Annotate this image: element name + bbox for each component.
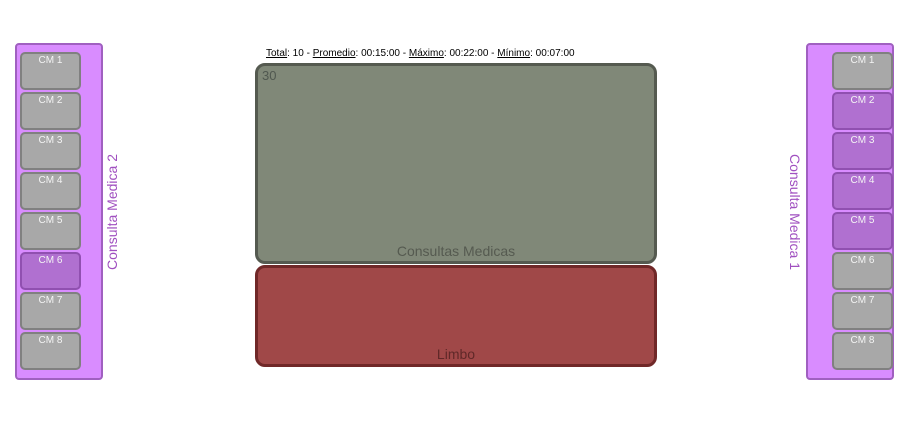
right-panel-slot-2[interactable]: CM 2 — [832, 92, 893, 130]
right-panel: CM 1 CM 2 CM 3 CM 4 CM 5 CM 6 CM 7 CM 8 — [806, 43, 894, 380]
left-panel-slot-7[interactable]: CM 7 — [20, 292, 81, 330]
limbo-title: Limbo — [436, 346, 476, 362]
right-panel-slot-1[interactable]: CM 1 — [832, 52, 893, 90]
right-panel-slot-6[interactable]: CM 6 — [832, 252, 893, 290]
right-panel-slot-8[interactable]: CM 8 — [832, 332, 893, 370]
right-panel-slot-5[interactable]: CM 5 — [832, 212, 893, 250]
left-panel: CM 1 CM 2 CM 3 CM 4 CM 5 CM 6 CM 7 CM 8 — [15, 43, 103, 380]
stats-bar: Total: 10 - Promedio: 00:15:00 - Máximo:… — [266, 48, 575, 59]
left-panel-slot-3[interactable]: CM 3 — [20, 132, 81, 170]
consultas-medicas-box[interactable]: 30 Consultas Medicas — [255, 63, 657, 264]
right-panel-slot-4[interactable]: CM 4 — [832, 172, 893, 210]
left-panel-slot-1[interactable]: CM 1 — [20, 52, 81, 90]
stats-total-value: : 10 - — [287, 48, 313, 59]
consultas-title: Consultas Medicas — [396, 243, 516, 259]
stats-promedio-value: : 00:15:00 - — [355, 48, 409, 59]
left-panel-label: Consulta Medica 2 — [104, 154, 120, 270]
stats-minimo-value: : 00:07:00 — [530, 48, 575, 59]
limbo-box[interactable]: Limbo — [255, 265, 657, 367]
left-panel-slot-2[interactable]: CM 2 — [20, 92, 81, 130]
right-panel-slot-3[interactable]: CM 3 — [832, 132, 893, 170]
consultas-count: 30 — [262, 68, 277, 83]
stats-maximo-label: Máximo — [408, 48, 444, 59]
left-panel-slot-6[interactable]: CM 6 — [20, 252, 81, 290]
stats-total-label: Total — [266, 48, 288, 59]
stats-minimo-label: Mínimo — [497, 48, 531, 59]
right-panel-slot-7[interactable]: CM 7 — [832, 292, 893, 330]
right-panel-label: Consulta Medica 1 — [787, 154, 803, 270]
left-panel-slot-5[interactable]: CM 5 — [20, 212, 81, 250]
left-panel-slot-4[interactable]: CM 4 — [20, 172, 81, 210]
stats-promedio-label: Promedio — [312, 48, 356, 59]
stats-maximo-value: : 00:22:00 - — [443, 48, 498, 59]
left-panel-slot-8[interactable]: CM 8 — [20, 332, 81, 370]
